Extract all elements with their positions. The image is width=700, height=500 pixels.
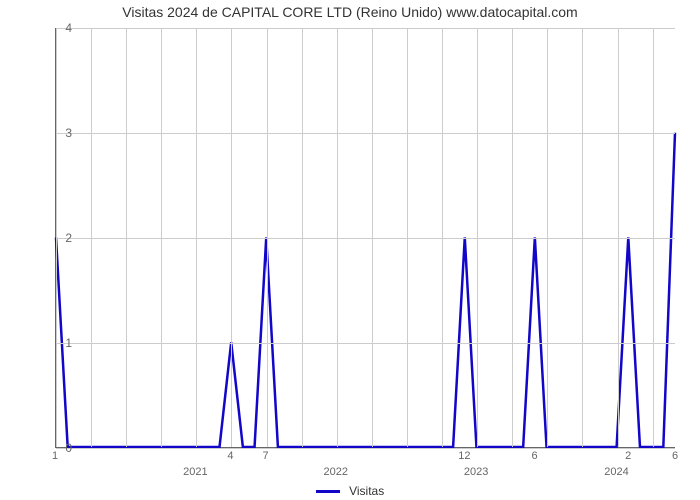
x-gridline bbox=[196, 28, 197, 447]
x-gridline bbox=[547, 28, 548, 447]
x-gridline bbox=[618, 28, 619, 447]
y-tick-label: 2 bbox=[32, 231, 72, 245]
x-gridline bbox=[161, 28, 162, 447]
chart-title: Visitas 2024 de CAPITAL CORE LTD (Reino … bbox=[0, 4, 700, 20]
plot-area bbox=[55, 28, 675, 448]
x-year-label: 2022 bbox=[324, 466, 348, 478]
y-tick-label: 4 bbox=[32, 21, 72, 35]
x-month-label: 4 bbox=[227, 450, 233, 462]
y-tick-label: 1 bbox=[32, 336, 72, 350]
x-gridline bbox=[231, 28, 232, 447]
x-month-label: 2 bbox=[625, 450, 631, 462]
x-gridline bbox=[582, 28, 583, 447]
x-gridline bbox=[267, 28, 268, 447]
x-gridline bbox=[91, 28, 92, 447]
x-gridline bbox=[372, 28, 373, 447]
x-gridline bbox=[477, 28, 478, 447]
y-gridline bbox=[56, 448, 675, 449]
x-month-label: 6 bbox=[672, 450, 678, 462]
x-month-label: 12 bbox=[458, 450, 470, 462]
x-gridline bbox=[407, 28, 408, 447]
x-gridline bbox=[302, 28, 303, 447]
x-gridline bbox=[442, 28, 443, 447]
x-gridline bbox=[126, 28, 127, 447]
x-year-label: 2023 bbox=[464, 466, 488, 478]
x-year-label: 2024 bbox=[604, 466, 628, 478]
x-gridline bbox=[337, 28, 338, 447]
y-tick-label: 3 bbox=[32, 126, 72, 140]
x-month-label: 7 bbox=[263, 450, 269, 462]
x-month-label: 1 bbox=[52, 450, 58, 462]
x-year-label: 2021 bbox=[183, 466, 207, 478]
chart-container: Visitas 2024 de CAPITAL CORE LTD (Reino … bbox=[0, 0, 700, 500]
x-gridline bbox=[512, 28, 513, 447]
x-month-label: 6 bbox=[532, 450, 538, 462]
legend-label: Visitas bbox=[349, 484, 384, 498]
x-gridline bbox=[653, 28, 654, 447]
legend: Visitas bbox=[0, 484, 700, 498]
legend-swatch bbox=[316, 490, 340, 493]
